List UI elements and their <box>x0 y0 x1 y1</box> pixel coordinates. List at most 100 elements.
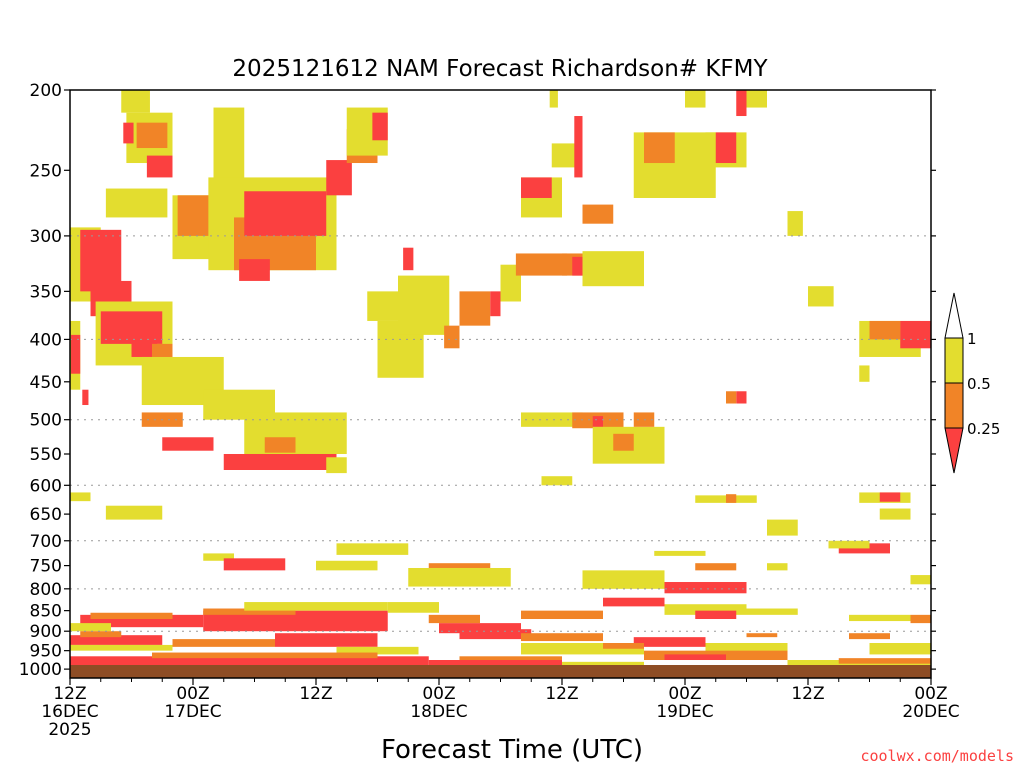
y-tick-label: 800 <box>30 580 62 600</box>
x-tick-label: 12Z <box>791 684 824 704</box>
heatmap-cell <box>336 543 409 555</box>
heatmap-cell <box>177 195 214 236</box>
legend-label: 0.25 <box>967 420 1000 438</box>
heatmap-cell <box>244 602 388 611</box>
heatmap-cell <box>203 553 234 561</box>
heatmap-cell <box>490 291 501 317</box>
heatmap-cell <box>223 558 286 571</box>
heatmap-cell <box>71 334 81 374</box>
legend-label: 0.5 <box>967 375 991 393</box>
heatmap-cell <box>654 550 706 556</box>
heatmap-cell <box>203 608 296 615</box>
heatmap-cell <box>100 311 163 344</box>
y-tick-label: 450 <box>30 373 62 393</box>
heatmap-cell <box>695 563 737 571</box>
heatmap-cell <box>582 204 614 224</box>
heatmap-cell <box>223 453 337 470</box>
heatmap-cell <box>316 560 378 571</box>
y-tick-label: 400 <box>30 330 62 350</box>
legend-swatch-0.25-0.5 <box>944 382 964 429</box>
heatmap-cell <box>767 519 798 536</box>
heatmap-cell <box>172 639 275 647</box>
heatmap-cell <box>264 437 296 453</box>
color-legend: 1 0.5 0.25 <box>944 292 1000 474</box>
heatmap-cell <box>244 191 327 236</box>
heatmap-cell <box>787 211 803 236</box>
heatmap-cell <box>521 610 603 620</box>
heatmap-cell <box>664 582 747 594</box>
heatmap-cell <box>326 457 347 474</box>
x-tick-label: 00Z <box>422 684 455 704</box>
heatmap-cell <box>521 633 603 642</box>
heatmap-cell <box>146 155 173 178</box>
heatmap-cell <box>685 90 706 108</box>
heatmap-cell <box>152 652 378 659</box>
heatmap-cell <box>549 90 558 108</box>
heatmap-cell <box>726 494 737 503</box>
heatmap-cell <box>105 188 168 218</box>
x-tick-label: 12Z <box>299 684 332 704</box>
heatmap-cell <box>459 291 491 326</box>
heatmap-cell <box>736 391 747 404</box>
heatmap-cell <box>515 253 568 276</box>
x-tick-label: 2025 <box>48 720 91 740</box>
heatmap-cell <box>582 570 665 589</box>
heatmap-cell <box>326 160 352 196</box>
heatmap-cell <box>521 643 644 655</box>
y-tick-label: 600 <box>30 476 62 496</box>
heatmap-cell <box>131 339 158 357</box>
heatmap-cell <box>203 610 388 632</box>
ground-band <box>70 665 931 678</box>
heatmap-cell <box>398 275 450 335</box>
y-tick-label: 750 <box>30 557 62 577</box>
heatmap-cell <box>633 637 706 647</box>
legend-label: 1 <box>967 330 977 348</box>
heatmap-cell <box>838 658 931 664</box>
heatmap-cell <box>70 492 91 502</box>
heatmap-cell <box>562 661 644 668</box>
heatmap-cell <box>428 563 491 573</box>
y-tick-label: 850 <box>30 602 62 622</box>
y-tick-label: 950 <box>30 642 62 662</box>
y-tick-label: 300 <box>30 227 62 247</box>
x-tick-label: 20DEC <box>902 702 959 722</box>
x-tick-label: 18DEC <box>410 702 467 722</box>
heatmap-cell <box>121 90 150 113</box>
heatmap-cell <box>869 643 931 655</box>
x-tick-label: 16DEC <box>41 702 98 722</box>
heatmap-cell <box>336 646 419 655</box>
y-tick-label: 700 <box>30 532 62 552</box>
x-tick-label: 00Z <box>176 684 209 704</box>
x-tick-label: 12Z <box>53 684 86 704</box>
x-tick-label: 12Z <box>545 684 578 704</box>
heatmap-cell <box>664 654 726 661</box>
credit-text: coolwx.com/models <box>860 747 1014 765</box>
x-tick-label: 19DEC <box>656 702 713 722</box>
y-tick-label: 650 <box>30 505 62 525</box>
heatmap-cell <box>869 320 901 340</box>
heatmap-cell <box>459 656 562 661</box>
heatmap-cell <box>459 629 532 640</box>
heatmap-cell <box>275 633 378 647</box>
heatmap-cell <box>521 412 583 427</box>
y-tick-label: 550 <box>30 445 62 465</box>
heatmap-cell <box>70 644 173 651</box>
heatmap-cell <box>879 492 901 502</box>
heatmap-cell <box>428 614 480 624</box>
heatmap-cell <box>541 476 573 486</box>
heatmap-cell <box>367 291 398 321</box>
legend-swatch-below-0.25 <box>944 427 964 474</box>
heatmap-cell <box>726 391 737 404</box>
y-tick-label: 250 <box>30 161 62 181</box>
heatmap-cell <box>746 90 767 108</box>
y-tick-label: 350 <box>30 282 62 302</box>
y-axis-ticks: 200 250 300 350 400 450 500 550 600 650 700 750 8008… <box>19 81 936 680</box>
heatmap-cell <box>574 116 583 178</box>
heatmap-cell <box>767 563 788 571</box>
chart-title: 2025121612 NAM Forecast Richardson# KFMY <box>232 56 768 82</box>
heatmap-cell <box>644 132 675 164</box>
heatmap-cell <box>408 567 511 587</box>
heatmap-cell <box>910 614 931 624</box>
